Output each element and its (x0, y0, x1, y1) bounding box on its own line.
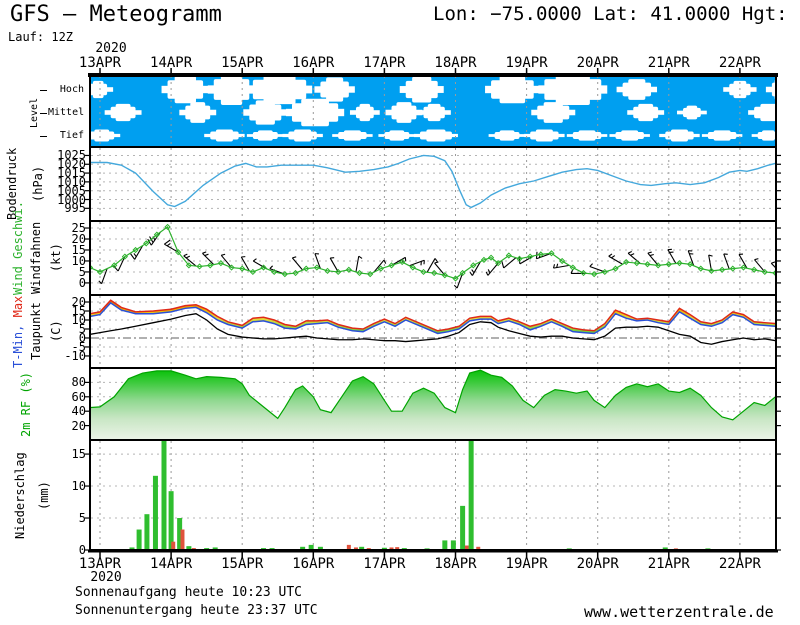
date-label-bottom: 15APR (221, 556, 264, 572)
date-label-bottom: 21APR (647, 556, 690, 572)
y-tick-label: 0 (78, 543, 86, 557)
coordinates-label: Lon: −75.0000 Lat: 41.0000 Hgt: (433, 5, 788, 25)
y-tick-label: 25 (71, 221, 86, 236)
cloud-cover-layer (91, 76, 775, 146)
cloud-level-label: Mittel (48, 106, 85, 118)
y-tick-label: 1000 (57, 192, 86, 207)
grid-layer (91, 76, 775, 549)
y-tick-label: 5 (78, 264, 86, 279)
page-title: GFS — Meteogramm (10, 2, 222, 27)
cloud-level-tick (40, 89, 47, 91)
date-label-top: 22APR (718, 55, 761, 71)
y-tick-label: 60 (71, 389, 86, 404)
date-label-bottom: 16APR (292, 556, 335, 572)
date-label-top: 19APR (505, 55, 548, 71)
wind-barbs (98, 231, 775, 289)
cloud-level-label: Tief (59, 129, 84, 141)
date-label-top: 21APR (647, 55, 690, 71)
date-label-bottom: 14APR (150, 556, 193, 572)
tmax-line (91, 299, 775, 332)
y-tick-label: 40 (71, 404, 86, 419)
precip-bars (129, 441, 711, 549)
date-label-bottom: 19APR (505, 556, 548, 572)
humidity-area (91, 369, 775, 439)
pressure-series (91, 154, 775, 209)
date-label-top: 16APR (292, 55, 335, 71)
date-label-bottom: 17APR (363, 556, 406, 572)
axis-ticks (85, 68, 781, 558)
temp-band (91, 299, 775, 345)
y-tick-label: 5 (78, 321, 86, 336)
y-tick-label: 80 (71, 375, 86, 390)
sunrise-label: Sonnenaufgang heute 10:23 UTC (75, 585, 302, 600)
model-run-label: Lauf: 12Z (8, 30, 74, 44)
date-label-top: 13APR (78, 55, 122, 71)
y-tick-label: 15 (71, 242, 86, 257)
y-tick-label: 20 (71, 418, 86, 433)
date-label-top: 18APR (434, 55, 477, 71)
website-label: www.wetterzentrale.de (584, 603, 774, 621)
y-tick-label: 0 (78, 275, 86, 290)
wind-speed-series (91, 223, 775, 282)
dewpoint-line (91, 313, 775, 345)
y-tick-label: 10 (71, 253, 86, 268)
y-tick-label: 15 (71, 447, 86, 462)
year-label-top: 2020 (95, 41, 127, 56)
date-label-bottom: 18APR (434, 556, 477, 572)
panel-borders (88, 73, 778, 553)
y-tick-label: 10 (71, 479, 86, 494)
y-tick-label: 10 (71, 312, 86, 327)
y-tick-label: -10 (64, 348, 86, 363)
date-label-bottom: 13APR (78, 556, 122, 572)
y-tick-label: 1005 (57, 183, 86, 198)
y-tick-label: 995 (64, 201, 86, 216)
y-tick-label: 20 (71, 232, 86, 246)
date-label-bottom: 22APR (718, 556, 761, 572)
date-label-top: 17APR (363, 55, 406, 71)
year-label-bottom: 2020 (90, 570, 122, 585)
y-tick-label: 1020 (57, 157, 86, 172)
tmin-line (91, 301, 775, 335)
y-tick-label: 5 (78, 511, 86, 526)
date-label-top: 15APR (221, 55, 264, 71)
y-tick-label: 1015 (57, 166, 86, 181)
cloud-level-tick (40, 135, 47, 137)
y-tick-label: -5 (71, 339, 86, 354)
cloud-level-label: Hoch (59, 83, 84, 95)
y-tick-label: 0 (78, 330, 86, 345)
cloud-level-tick (40, 112, 47, 114)
y-tick-label: 1010 (57, 174, 86, 189)
y-tick-label: 1025 (57, 148, 86, 163)
y-tick-label: 20 (71, 295, 86, 309)
date-label-bottom: 20APR (576, 556, 619, 572)
date-label-top: 14APR (150, 55, 193, 71)
y-tick-label: 15 (71, 304, 86, 318)
date-label-top: 20APR (576, 55, 619, 71)
sunset-label: Sonnenuntergang heute 23:37 UTC (75, 603, 318, 618)
